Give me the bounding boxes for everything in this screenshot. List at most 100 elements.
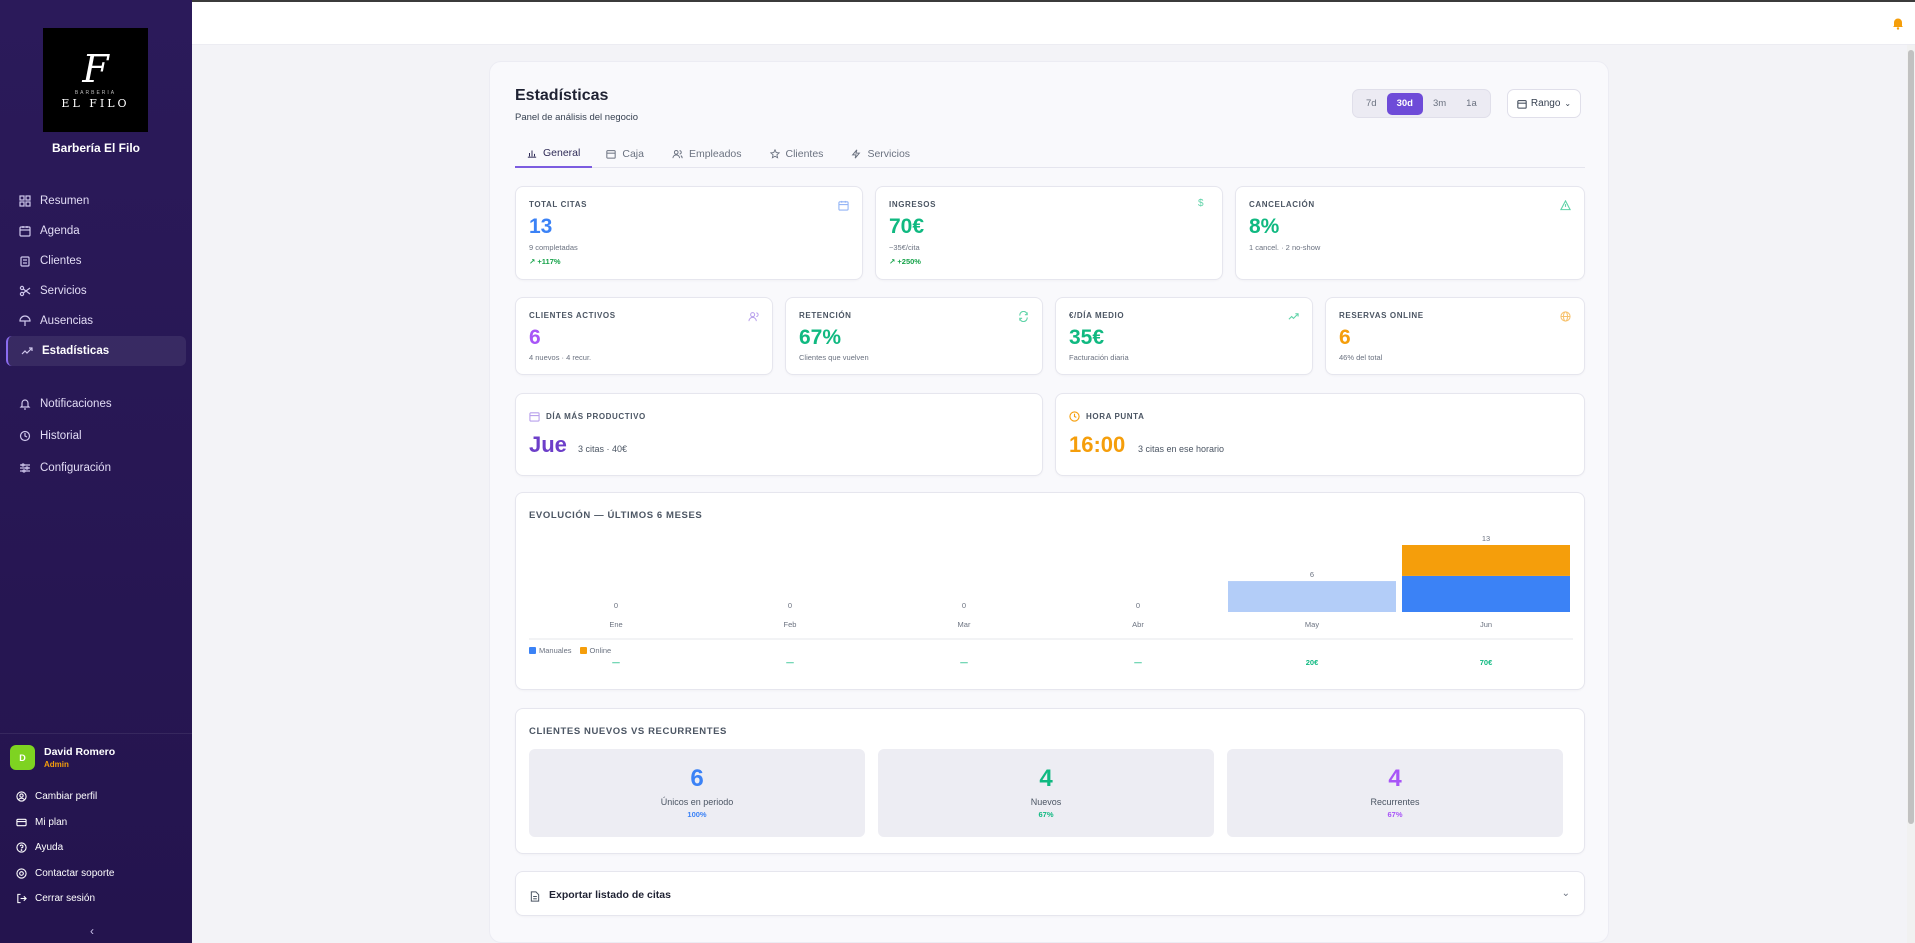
highlight-sub: 3 citas en ese horario: [1138, 444, 1225, 454]
x-tick-label: Mar: [958, 620, 971, 629]
x-tick-label: May: [1305, 620, 1319, 629]
tab-caja[interactable]: Caja: [592, 140, 658, 168]
bell-icon[interactable]: [1891, 16, 1905, 30]
tab-label: General: [543, 147, 581, 159]
help-link[interactable]: Ayuda: [16, 835, 115, 861]
export-appointments-accordion[interactable]: Exportar listado de citas ⌄: [515, 871, 1585, 916]
nav-label: Configuración: [40, 462, 111, 474]
tab-servicios[interactable]: Servicios: [837, 140, 924, 168]
stat-value: 4: [1388, 765, 1402, 792]
page-title: Estadísticas: [515, 87, 609, 104]
sidebar: F BARBERIA EL FILO Barbería El Filo Resu…: [0, 0, 192, 943]
stat-pct: 67%: [1038, 810, 1054, 819]
clients-new-vs-recurring-card: CLIENTES NUEVOS VS RECURRENTES 6 Únicos …: [515, 708, 1585, 854]
grid-icon: [18, 194, 32, 208]
tab-general[interactable]: General: [515, 140, 593, 168]
kpi-trend-value: +250%: [897, 257, 921, 266]
stat-recurrentes: 4 Recurrentes 67%: [1227, 749, 1563, 837]
avatar: D: [10, 745, 35, 770]
trend-up-icon: ↗: [889, 257, 896, 266]
chart-title: EVOLUCIÓN — ÚLTIMOS 6 MESES: [529, 510, 703, 521]
evolution-chart-card: EVOLUCIÓN — ÚLTIMOS 6 MESES 0 Ene — 0 Feb — 0 M…: [515, 492, 1585, 690]
nav-item-estadisticas[interactable]: Estadísticas: [6, 336, 186, 366]
range-7d-button[interactable]: 7d: [1366, 98, 1377, 109]
nav-item-ausencias[interactable]: Ausencias: [6, 306, 186, 336]
my-plan-link[interactable]: Mi plan: [16, 810, 115, 836]
x-tick-label: Abr: [1132, 620, 1144, 629]
kpi-value: 6: [529, 326, 541, 349]
section-title: CLIENTES NUEVOS VS RECURRENTES: [529, 726, 727, 737]
link-label: Mi plan: [35, 816, 68, 828]
kpi-label: €/DÍA MEDIO: [1069, 311, 1125, 320]
card-icon: [16, 817, 29, 828]
revenue-label: —: [1134, 658, 1142, 667]
range-1a-button[interactable]: 1a: [1466, 98, 1477, 109]
legend-swatch: [529, 647, 536, 654]
kpi-sub: Clientes que vuelven: [799, 353, 869, 362]
trend-up-icon: [1288, 309, 1299, 320]
account-links: Cambiar perfil Mi plan Ayuda Contactar s…: [16, 784, 115, 912]
kpi-card-ingresos: INGRESOS $ 70€ ~35€/cita ↗ +250%: [875, 186, 1223, 280]
custom-range-button[interactable]: Rango ⌄: [1507, 89, 1581, 118]
bar-total-label: 0: [1136, 601, 1140, 610]
range-30d-button[interactable]: 30d: [1386, 92, 1423, 115]
file-icon: [530, 889, 540, 907]
kpi-trend: ↗ +117%: [529, 257, 561, 266]
highlight-value: Jue: [529, 432, 567, 457]
nav-item-servicios[interactable]: Servicios: [6, 276, 186, 306]
logo-name-text: EL FILO: [61, 97, 130, 110]
x-tick-label: Feb: [784, 620, 797, 629]
nav-item-clientes[interactable]: Clientes: [6, 246, 186, 276]
range-3m-button[interactable]: 3m: [1432, 98, 1447, 109]
change-profile-link[interactable]: Cambiar perfil: [16, 784, 115, 810]
kpi-value: 35€: [1069, 326, 1105, 349]
legend-swatch: [579, 647, 587, 654]
brand-logo[interactable]: F BARBERIA EL FILO: [43, 28, 148, 132]
stat-label: Únicos en periodo: [660, 797, 734, 807]
scrollbar-thumb[interactable]: [1908, 50, 1914, 824]
chevron-left-icon[interactable]: ‹: [90, 924, 94, 938]
nav-item-resumen[interactable]: Resumen: [6, 186, 186, 216]
legend-item-online: Online: [579, 646, 611, 655]
kpi-value: 6: [1339, 326, 1351, 349]
kpi-card-total-citas: TOTAL CITAS 13 9 completadas ↗ +117%: [515, 186, 863, 280]
stat-value: 6: [690, 765, 704, 792]
export-label: Exportar listado de citas: [549, 889, 671, 901]
kpi-sub: 1 cancel. · 2 no-show: [1249, 243, 1321, 252]
nav-item-historial[interactable]: Historial: [6, 420, 186, 452]
highlight-hora-punta: HORA PUNTA 16:00 3 citas en ese horario: [1055, 393, 1585, 476]
chevron-down-icon: ⌄: [1564, 99, 1572, 108]
nav-label: Agenda: [40, 225, 80, 237]
nav-item-agenda[interactable]: Agenda: [6, 216, 186, 246]
contact-support-link[interactable]: Contactar soporte: [16, 861, 115, 887]
bar-manuales-jun: [1402, 575, 1570, 612]
nav-item-configuracion[interactable]: Configuración: [6, 452, 186, 484]
help-icon: [16, 842, 29, 853]
highlight-label: HORA PUNTA: [1086, 412, 1145, 421]
user-card[interactable]: D David Romero Admin: [10, 745, 115, 770]
kpi-value: 70€: [889, 215, 925, 238]
bar-total-label: 0: [962, 601, 966, 610]
kpi-label: RESERVAS ONLINE: [1339, 311, 1424, 320]
globe-icon: [1560, 309, 1571, 322]
tab-empleados[interactable]: Empleados: [658, 140, 756, 168]
logout-link[interactable]: Cerrar sesión: [16, 886, 115, 912]
revenue-label: —: [612, 658, 620, 667]
bar-total-label: 13: [1482, 534, 1490, 543]
nav-item-notificaciones[interactable]: Notificaciones: [6, 388, 186, 420]
star-icon: [769, 149, 780, 159]
chevron-down-icon: ⌄: [1561, 888, 1570, 899]
support-icon: [16, 868, 29, 879]
kpi-value: 8%: [1249, 215, 1280, 238]
revenue-label: —: [786, 658, 794, 667]
user-circle-icon: [16, 791, 29, 802]
refresh-icon: [1018, 309, 1029, 323]
tab-clientes[interactable]: Clientes: [756, 140, 838, 168]
brand-name: Barbería El Filo: [51, 141, 141, 155]
x-tick-label: Jun: [1480, 620, 1492, 629]
calendar-icon: [529, 409, 540, 422]
kpi-label: TOTAL CITAS: [529, 200, 588, 209]
calendar-icon: [838, 198, 849, 211]
trend-up-icon: ↗: [529, 257, 536, 266]
nav-label: Historial: [40, 430, 82, 442]
